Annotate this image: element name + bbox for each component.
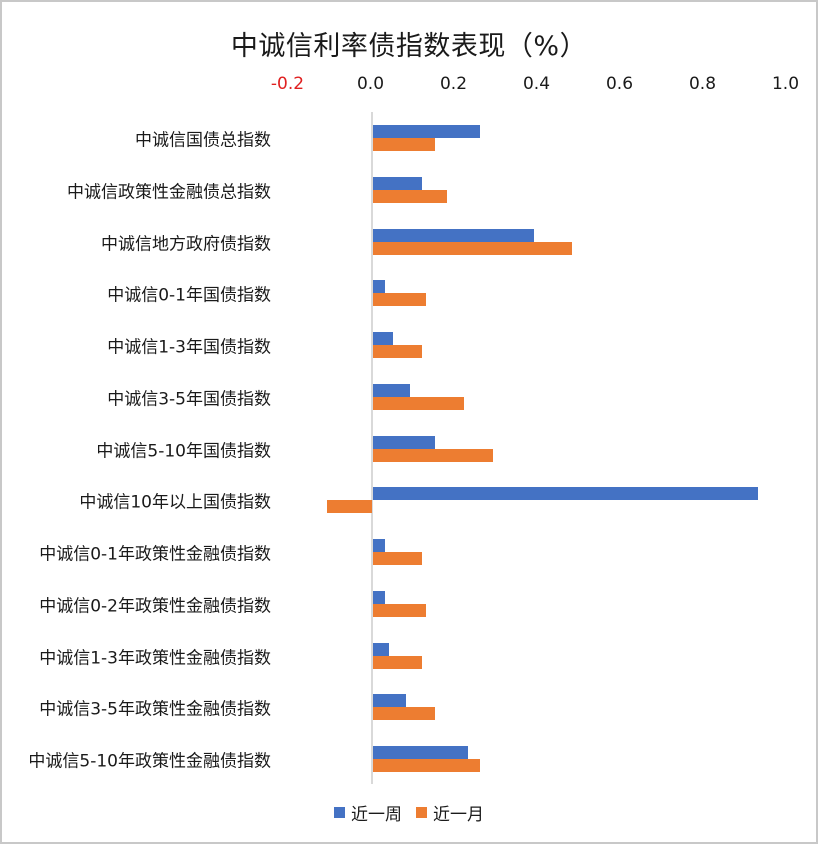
legend-label-week: 近一周: [351, 805, 402, 825]
bar-week: [372, 280, 385, 294]
category-label: 中诚信10年以上国债指数: [79, 492, 271, 513]
legend-swatch-month: [416, 807, 427, 818]
x-tick-label: 0.6: [605, 74, 634, 94]
bar-week: [372, 435, 435, 449]
bar-week: [372, 694, 406, 708]
bar-week: [372, 487, 759, 501]
x-tick-label: 0.4: [522, 74, 551, 94]
bar-week: [372, 332, 394, 345]
category-label: 中诚信5-10年政策性金融债指数: [28, 751, 271, 772]
category-label: 中诚信3-5年国债指数: [107, 389, 271, 410]
category-label: 中诚信5-10年国债指数: [96, 441, 271, 461]
bar-month: [326, 500, 373, 514]
bar-month: [372, 189, 448, 203]
bar-month: [372, 707, 435, 721]
category-label: 中诚信政策性金融债总指数: [67, 182, 271, 203]
category-label: 中诚信0-1年政策性金融债指数: [39, 544, 271, 565]
category-label: 中诚信0-2年政策性金融债指数: [39, 596, 271, 617]
bar-week: [372, 228, 535, 242]
bar-week: [372, 539, 385, 552]
legend-swatch-week: [334, 807, 345, 818]
category-label: 中诚信3-5年政策性金融债指数: [39, 699, 271, 720]
x-tick-label: 0.2: [439, 74, 468, 94]
category-label: 中诚信国债总指数: [135, 130, 271, 151]
bar-month: [372, 345, 423, 358]
bar-week: [372, 125, 481, 138]
legend-label-month: 近一月: [433, 805, 484, 825]
legend: 近一周 近一月: [0, 800, 818, 825]
category-label: 中诚信1-3年国债指数: [107, 337, 271, 358]
zero-axis-line: [371, 112, 373, 784]
chart-title: 中诚信利率债指数表现（%）: [230, 31, 588, 62]
bar-month: [372, 293, 427, 307]
x-tick-label: 0.8: [688, 74, 717, 94]
category-label: 中诚信0-1年国债指数: [107, 285, 271, 306]
bar-month: [372, 396, 464, 410]
bar-month: [372, 138, 435, 151]
bar-month: [372, 448, 493, 462]
x-tick-label: 1.0: [771, 74, 800, 94]
bar-month: [372, 759, 481, 772]
bar-week: [372, 383, 410, 397]
bar-week: [372, 642, 390, 656]
category-label: 中诚信1-3年政策性金融债指数: [39, 648, 271, 668]
bar-month: [372, 603, 427, 617]
x-tick-label: 0.0: [356, 74, 385, 94]
bar-month: [372, 655, 423, 669]
bar-month: [372, 552, 423, 565]
bar-week: [372, 176, 423, 190]
bar-month: [372, 241, 572, 255]
legend-item-week: 近一周: [334, 800, 402, 825]
legend-item-month: 近一月: [416, 800, 484, 825]
bar-week: [372, 590, 385, 604]
x-tick-label: -0.2: [270, 74, 305, 94]
category-label: 中诚信地方政府债指数: [101, 234, 271, 254]
bar-week: [372, 746, 468, 759]
